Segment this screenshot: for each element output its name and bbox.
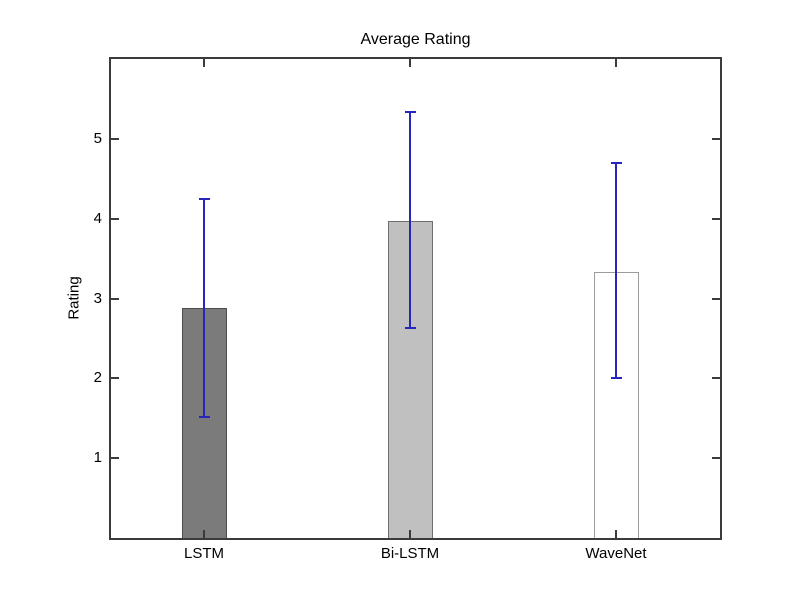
y-tick-left [111, 457, 119, 460]
y-tick-label: 3 [93, 289, 102, 307]
y-tick-right [712, 457, 720, 460]
x-tick-top [203, 59, 205, 67]
y-tick-right [712, 297, 720, 300]
errorbar-cap-bottom [610, 377, 622, 380]
errorbar-cap-top [404, 110, 416, 113]
y-tick-label: 5 [93, 129, 102, 147]
y-tick-left [111, 137, 119, 140]
errorbar-cap-bottom [404, 327, 416, 330]
y-tick-label: 4 [93, 209, 102, 227]
x-tick-label-bi-lstm: Bi-LSTM [380, 545, 440, 562]
errorbar-cap-top [610, 161, 622, 164]
y-tick-label: 2 [93, 369, 102, 387]
y-tick-left [111, 297, 119, 300]
y-tick-left [111, 377, 119, 380]
y-tick-left [111, 217, 119, 220]
x-tick-bottom [615, 530, 617, 538]
x-tick-label-lstm: LSTM [183, 545, 224, 562]
plot-area [109, 57, 722, 540]
y-tick-right [712, 217, 720, 220]
errorbar-line-bi-lstm [409, 111, 411, 329]
y-tick-right [712, 137, 720, 140]
x-tick-bottom [409, 530, 411, 538]
errorbar-cap-top [198, 197, 210, 200]
x-tick-top [409, 59, 411, 67]
chart-title: Average Rating [360, 31, 471, 48]
x-tick-top [615, 59, 617, 67]
y-tick-right [712, 377, 720, 380]
x-tick-bottom [203, 530, 205, 538]
errorbar-line-wavenet [615, 162, 617, 379]
errorbar-cap-bottom [198, 415, 210, 418]
y-tick-label: 1 [93, 449, 102, 467]
errorbar-line-lstm [203, 198, 205, 417]
x-tick-label-wavenet: WaveNet [585, 545, 647, 562]
